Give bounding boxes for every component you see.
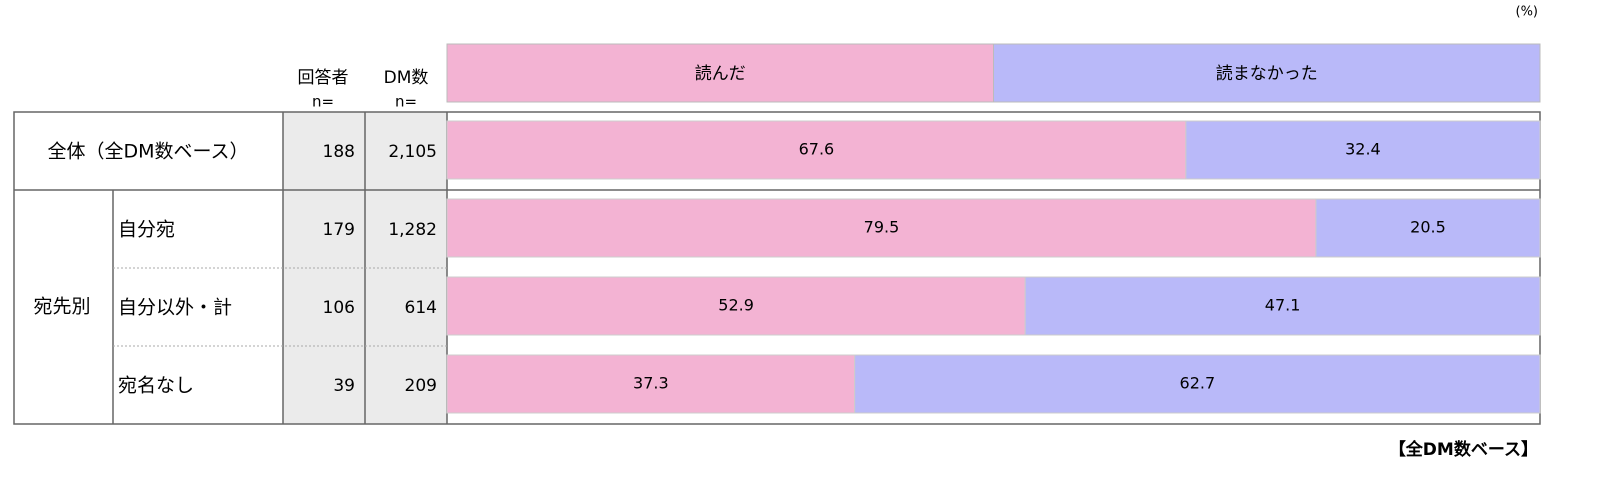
footnote: 【全DM数ベース】	[1389, 439, 1538, 460]
column-header: 回答者	[298, 68, 349, 88]
legend-label: 読んだ	[695, 64, 746, 84]
data-label: 52.9	[718, 296, 754, 315]
data-label: 67.6	[799, 140, 835, 159]
legend-swatch	[446, 43, 994, 103]
bar-segment	[854, 354, 1541, 414]
dm-n: 2,105	[388, 142, 437, 162]
bar-segment	[1185, 120, 1541, 180]
bar-segment	[1024, 276, 1541, 336]
bar-segment	[446, 354, 856, 414]
data-label: 47.1	[1265, 296, 1301, 315]
row-label: 全体（全DM数ベース）	[47, 141, 248, 163]
respondents-n: 188	[323, 142, 355, 162]
column-header-sub: n=	[312, 93, 334, 111]
data-label: 79.5	[864, 218, 900, 237]
column-header-sub: n=	[395, 93, 417, 111]
row-label: 自分宛	[118, 219, 175, 241]
legend-swatch	[993, 43, 1541, 103]
data-label: 32.4	[1345, 140, 1381, 159]
unit-label: (%)	[1516, 5, 1539, 20]
dm-n: 209	[405, 376, 437, 396]
dm-n: 1,282	[388, 220, 437, 240]
data-label: 62.7	[1180, 374, 1216, 393]
respondents-n: 39	[333, 376, 355, 396]
bar-segment	[446, 198, 1317, 258]
bar-segment	[446, 120, 1187, 180]
respondents-n: 106	[323, 298, 355, 318]
row-label: 自分以外・計	[118, 297, 232, 319]
bar-segment	[1315, 198, 1541, 258]
legend-label: 読まなかった	[1216, 64, 1318, 84]
respondents-n: 179	[323, 220, 355, 240]
data-label: 37.3	[633, 374, 669, 393]
row-label: 宛名なし	[118, 375, 194, 397]
dm-n: 614	[405, 298, 437, 318]
group-label: 宛先別	[33, 296, 90, 318]
column-header: DM数	[384, 68, 429, 88]
data-label: 20.5	[1410, 218, 1446, 237]
